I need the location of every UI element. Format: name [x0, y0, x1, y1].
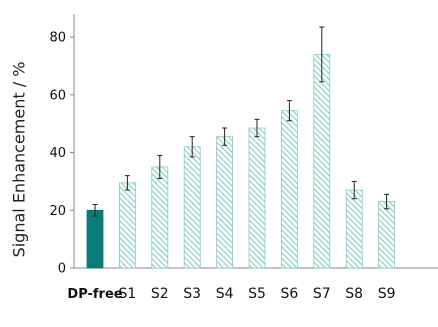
bar [345, 189, 363, 269]
bar [151, 166, 169, 269]
x-tick-label: S6 [281, 286, 299, 302]
x-tick-label: S8 [345, 286, 363, 302]
y-tick-label: 20 [49, 204, 66, 219]
x-tick-label: S7 [313, 286, 331, 302]
x-tick-label: S3 [183, 286, 201, 302]
bar [313, 54, 331, 269]
y-tick-label: 0 [58, 262, 66, 277]
x-tick-label: S1 [119, 286, 137, 302]
y-tick-label: 60 [49, 88, 66, 103]
x-tick-label: DP-free [67, 287, 122, 302]
bar [216, 136, 234, 269]
bar [280, 110, 298, 269]
x-tick-label: S5 [248, 286, 266, 302]
error-bars [92, 26, 390, 217]
bar [378, 201, 396, 269]
bar [119, 182, 136, 269]
bar [183, 146, 201, 269]
y-tick-label: 40 [49, 146, 66, 161]
x-tick-label: S9 [378, 286, 396, 302]
x-tick-label: S4 [216, 286, 234, 302]
bar [86, 209, 104, 269]
bar [248, 127, 266, 269]
y-tick-label: 80 [49, 31, 66, 46]
x-tick-label: S2 [151, 286, 169, 302]
bars [86, 54, 396, 269]
